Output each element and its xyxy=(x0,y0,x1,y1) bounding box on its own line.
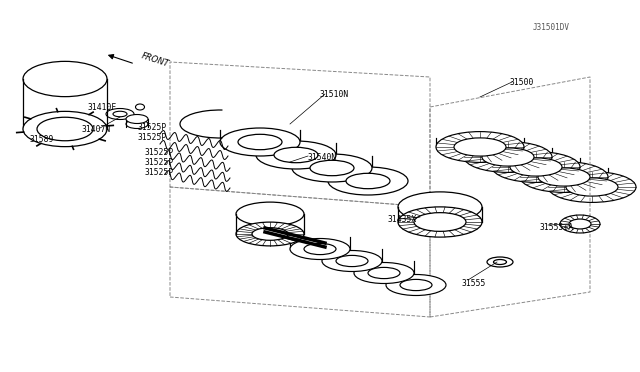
Ellipse shape xyxy=(304,243,336,254)
Ellipse shape xyxy=(354,263,414,283)
Ellipse shape xyxy=(238,134,282,150)
Ellipse shape xyxy=(487,257,513,267)
Ellipse shape xyxy=(37,117,93,141)
Ellipse shape xyxy=(569,219,591,229)
Text: J31501DV: J31501DV xyxy=(533,22,570,32)
Ellipse shape xyxy=(328,167,408,195)
Ellipse shape xyxy=(510,158,562,176)
Ellipse shape xyxy=(414,213,466,231)
Ellipse shape xyxy=(126,115,148,124)
Text: FRONT: FRONT xyxy=(140,52,170,69)
Ellipse shape xyxy=(220,128,300,156)
Ellipse shape xyxy=(482,148,534,166)
Text: 31589: 31589 xyxy=(30,135,54,144)
Ellipse shape xyxy=(290,238,350,260)
Text: 31525P: 31525P xyxy=(138,122,167,131)
Ellipse shape xyxy=(106,109,134,119)
Ellipse shape xyxy=(322,250,382,272)
Ellipse shape xyxy=(400,279,432,291)
Text: 31510N: 31510N xyxy=(320,90,349,99)
Ellipse shape xyxy=(292,154,372,182)
Text: 31500: 31500 xyxy=(510,77,534,87)
Ellipse shape xyxy=(113,111,127,117)
Ellipse shape xyxy=(464,142,552,172)
Ellipse shape xyxy=(520,161,608,192)
Text: 31525P: 31525P xyxy=(145,148,174,157)
Ellipse shape xyxy=(310,160,354,176)
Ellipse shape xyxy=(398,207,482,237)
Text: 31525P: 31525P xyxy=(145,167,174,176)
Ellipse shape xyxy=(136,104,145,110)
Ellipse shape xyxy=(274,147,318,163)
Ellipse shape xyxy=(548,171,636,202)
Ellipse shape xyxy=(252,228,288,240)
Ellipse shape xyxy=(23,61,107,97)
Ellipse shape xyxy=(560,215,600,233)
Text: 31555+A: 31555+A xyxy=(540,222,574,231)
Ellipse shape xyxy=(368,267,400,279)
Ellipse shape xyxy=(436,132,524,163)
Ellipse shape xyxy=(566,178,618,196)
Ellipse shape xyxy=(346,173,390,189)
Ellipse shape xyxy=(538,168,590,186)
Text: 31435X: 31435X xyxy=(388,215,417,224)
Ellipse shape xyxy=(492,152,580,182)
Ellipse shape xyxy=(398,192,482,222)
Ellipse shape xyxy=(454,138,506,156)
Text: 31525P: 31525P xyxy=(145,157,174,167)
Text: 31410F: 31410F xyxy=(88,103,117,112)
Text: 31555: 31555 xyxy=(462,279,486,289)
Ellipse shape xyxy=(126,119,148,128)
Text: 31525P: 31525P xyxy=(138,132,167,141)
Ellipse shape xyxy=(236,222,304,246)
Ellipse shape xyxy=(386,275,446,295)
Ellipse shape xyxy=(493,260,506,264)
Text: 31407N: 31407N xyxy=(82,125,111,134)
Text: 31540N: 31540N xyxy=(308,153,337,161)
Ellipse shape xyxy=(336,256,368,267)
Ellipse shape xyxy=(236,202,304,226)
Ellipse shape xyxy=(23,111,107,147)
Ellipse shape xyxy=(256,141,336,169)
